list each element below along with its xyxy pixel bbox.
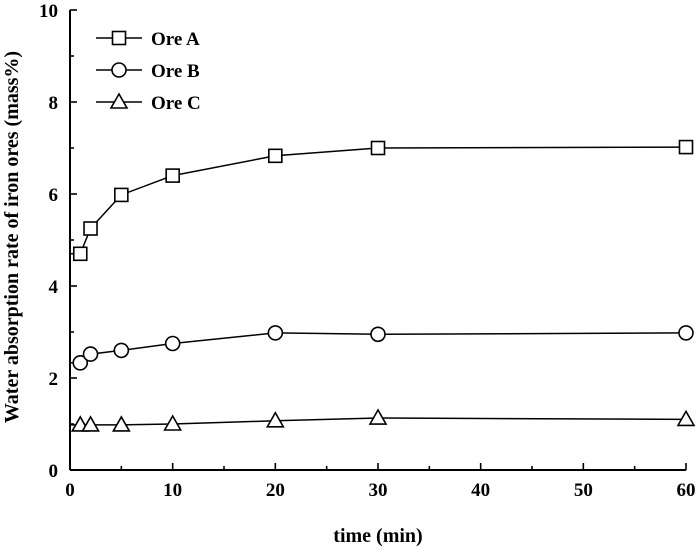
data-point bbox=[265, 411, 285, 428]
data-point bbox=[165, 168, 180, 183]
data-point bbox=[81, 415, 100, 432]
legend-marker bbox=[111, 30, 127, 46]
data-point bbox=[676, 409, 696, 427]
y-tick-label: 0 bbox=[49, 461, 59, 482]
x-tick-label: 60 bbox=[677, 480, 696, 501]
legend-entry: Ore C bbox=[96, 92, 201, 114]
data-point bbox=[72, 355, 89, 371]
legend: Ore A Ore B Ore C bbox=[96, 29, 201, 114]
data-point bbox=[113, 342, 130, 359]
series-layer bbox=[70, 139, 696, 432]
data-point bbox=[82, 346, 99, 362]
data-point bbox=[678, 139, 694, 155]
data-point bbox=[83, 221, 98, 236]
data-point bbox=[111, 415, 131, 432]
data-point bbox=[72, 246, 88, 262]
data-point bbox=[164, 335, 181, 352]
x-tick-label: 30 bbox=[369, 480, 388, 501]
legend-label: Ore A bbox=[151, 29, 200, 50]
series-line bbox=[70, 146, 687, 255]
x-tick-label: 20 bbox=[266, 480, 285, 501]
data-point bbox=[678, 325, 694, 341]
data-point bbox=[370, 326, 386, 343]
data-point bbox=[368, 408, 388, 425]
data-point bbox=[268, 148, 283, 164]
legend-marker bbox=[109, 92, 129, 109]
x-tick-label: 0 bbox=[65, 480, 75, 501]
x-tick-label: 50 bbox=[574, 480, 593, 501]
x-tick-label: 40 bbox=[471, 480, 490, 501]
legend-entry: Ore B bbox=[96, 61, 200, 82]
x-axis-label: time (min) bbox=[333, 525, 422, 547]
series-ore-c bbox=[70, 408, 696, 432]
y-tick-label: 4 bbox=[49, 277, 59, 298]
x-tick-label: 10 bbox=[163, 480, 182, 501]
legend-label: Ore C bbox=[151, 93, 201, 114]
data-point bbox=[267, 325, 284, 341]
y-tick-label: 10 bbox=[39, 1, 58, 22]
y-tick-label: 8 bbox=[49, 93, 59, 114]
y-tick-label: 6 bbox=[49, 185, 59, 206]
legend-entry: Ore A bbox=[96, 29, 200, 50]
series-ore-b bbox=[70, 325, 694, 371]
data-point bbox=[370, 140, 386, 156]
data-point bbox=[114, 187, 129, 203]
y-axis-label: Water absorption rate of iron ores (mass… bbox=[1, 51, 23, 423]
y-tick-label: 2 bbox=[49, 369, 59, 390]
axes: 0 10 20 30 40 50 60 0 2 4 6 8 10 bbox=[39, 1, 696, 501]
legend-label: Ore B bbox=[151, 61, 200, 82]
legend-marker bbox=[111, 62, 127, 78]
data-point bbox=[163, 414, 183, 431]
series-ore-a bbox=[70, 139, 694, 262]
